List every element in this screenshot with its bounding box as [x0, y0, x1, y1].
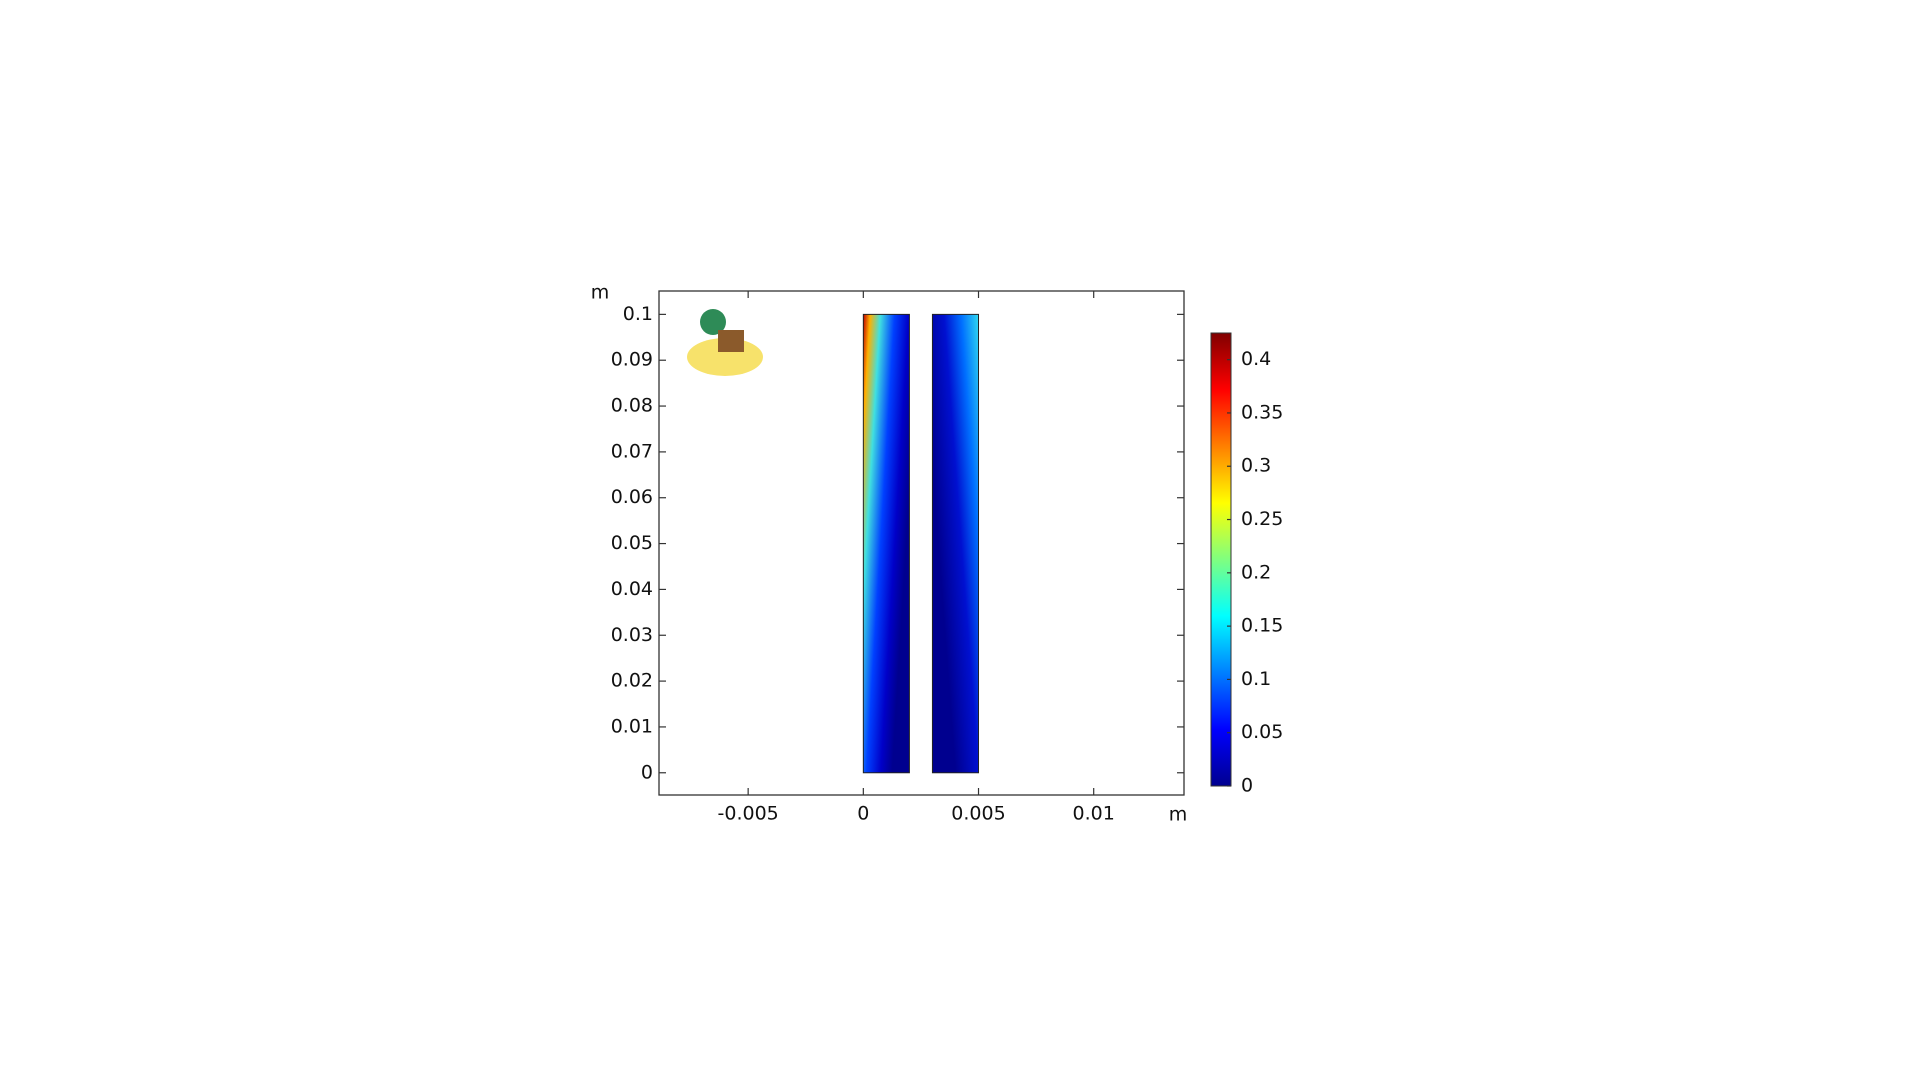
- logo-box: [718, 330, 744, 352]
- y-tick-label: 0.04: [611, 578, 653, 600]
- y-unit: m: [591, 282, 610, 304]
- x-tick-label: 0.005: [951, 803, 1005, 825]
- colorbar-tick-label: 0.2: [1241, 561, 1271, 583]
- colorbar-tick-label: 0.05: [1241, 721, 1283, 743]
- x-tick-label: 0.01: [1073, 803, 1115, 825]
- colorbar-tick-label: 0.3: [1241, 455, 1271, 477]
- y-tick-label: 0.03: [611, 624, 653, 646]
- colorbar-tick-label: 0.4: [1241, 348, 1271, 370]
- y-tick-label: 0.02: [611, 670, 653, 692]
- logo-globe: [700, 309, 726, 335]
- x-tick-label: 0: [857, 803, 869, 825]
- y-tick-label: 0.05: [611, 532, 653, 554]
- x-tick-label: -0.005: [718, 803, 779, 825]
- x-unit: m: [1169, 804, 1188, 826]
- colorbar-tick-label: 0.15: [1241, 615, 1283, 637]
- domain-surface: [931, 313, 980, 774]
- y-tick-label: 0.01: [611, 715, 653, 737]
- colorbar: [1210, 332, 1232, 787]
- y-tick-label: 0.06: [611, 486, 653, 508]
- y-tick-label: 0.07: [611, 440, 653, 462]
- colorbar-tick-label: 0.35: [1241, 401, 1283, 423]
- logo: [687, 309, 763, 376]
- y-tick-label: 0: [641, 761, 653, 783]
- y-tick-label: 0.08: [611, 395, 653, 417]
- y-tick-label: 0.09: [611, 349, 653, 371]
- y-tick-label: 0.1: [623, 303, 653, 325]
- colorbar-tick-label: 0: [1241, 775, 1253, 797]
- colorbar-tick-label: 0.1: [1241, 668, 1271, 690]
- domain-surface: [862, 313, 910, 774]
- colorbar-tick-label: 0.25: [1241, 508, 1283, 530]
